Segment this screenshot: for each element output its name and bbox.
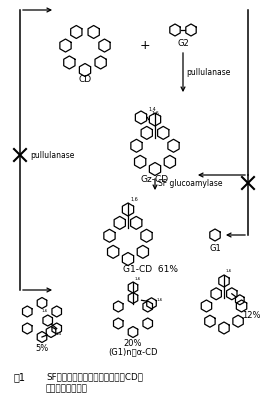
Text: CD: CD (79, 75, 92, 84)
Text: 20%: 20% (124, 339, 142, 348)
Text: 1,4: 1,4 (148, 107, 156, 112)
Text: 1,6: 1,6 (151, 110, 159, 116)
Text: pullulanase: pullulanase (186, 67, 230, 76)
Text: Gz-CD: Gz-CD (141, 175, 169, 184)
Text: 1,6: 1,6 (135, 276, 142, 280)
Text: SF酵素を用いたグルコシル分岐CDの: SF酵素を用いたグルコシル分岐CDの (46, 372, 143, 381)
Text: 図1: 図1 (14, 372, 26, 382)
Text: 1,6: 1,6 (42, 310, 48, 314)
Text: SF glucoamylase: SF glucoamylase (158, 179, 222, 187)
Text: +: + (140, 38, 150, 51)
Text: G2: G2 (177, 39, 189, 48)
Text: 1,6: 1,6 (226, 269, 232, 273)
Text: 12%: 12% (242, 310, 260, 320)
Text: G1: G1 (209, 244, 221, 253)
Text: 1,6: 1,6 (130, 196, 138, 202)
Text: G1-CD  61%: G1-CD 61% (123, 265, 178, 274)
Text: (G1)n・α-CD: (G1)n・α-CD (108, 347, 158, 356)
Text: 5%: 5% (35, 344, 49, 353)
Text: 1,6: 1,6 (157, 298, 163, 302)
Text: 新規製法スキーム: 新規製法スキーム (46, 384, 88, 393)
Text: 1,4: 1,4 (56, 332, 62, 336)
Text: pullulanase: pullulanase (30, 150, 75, 160)
